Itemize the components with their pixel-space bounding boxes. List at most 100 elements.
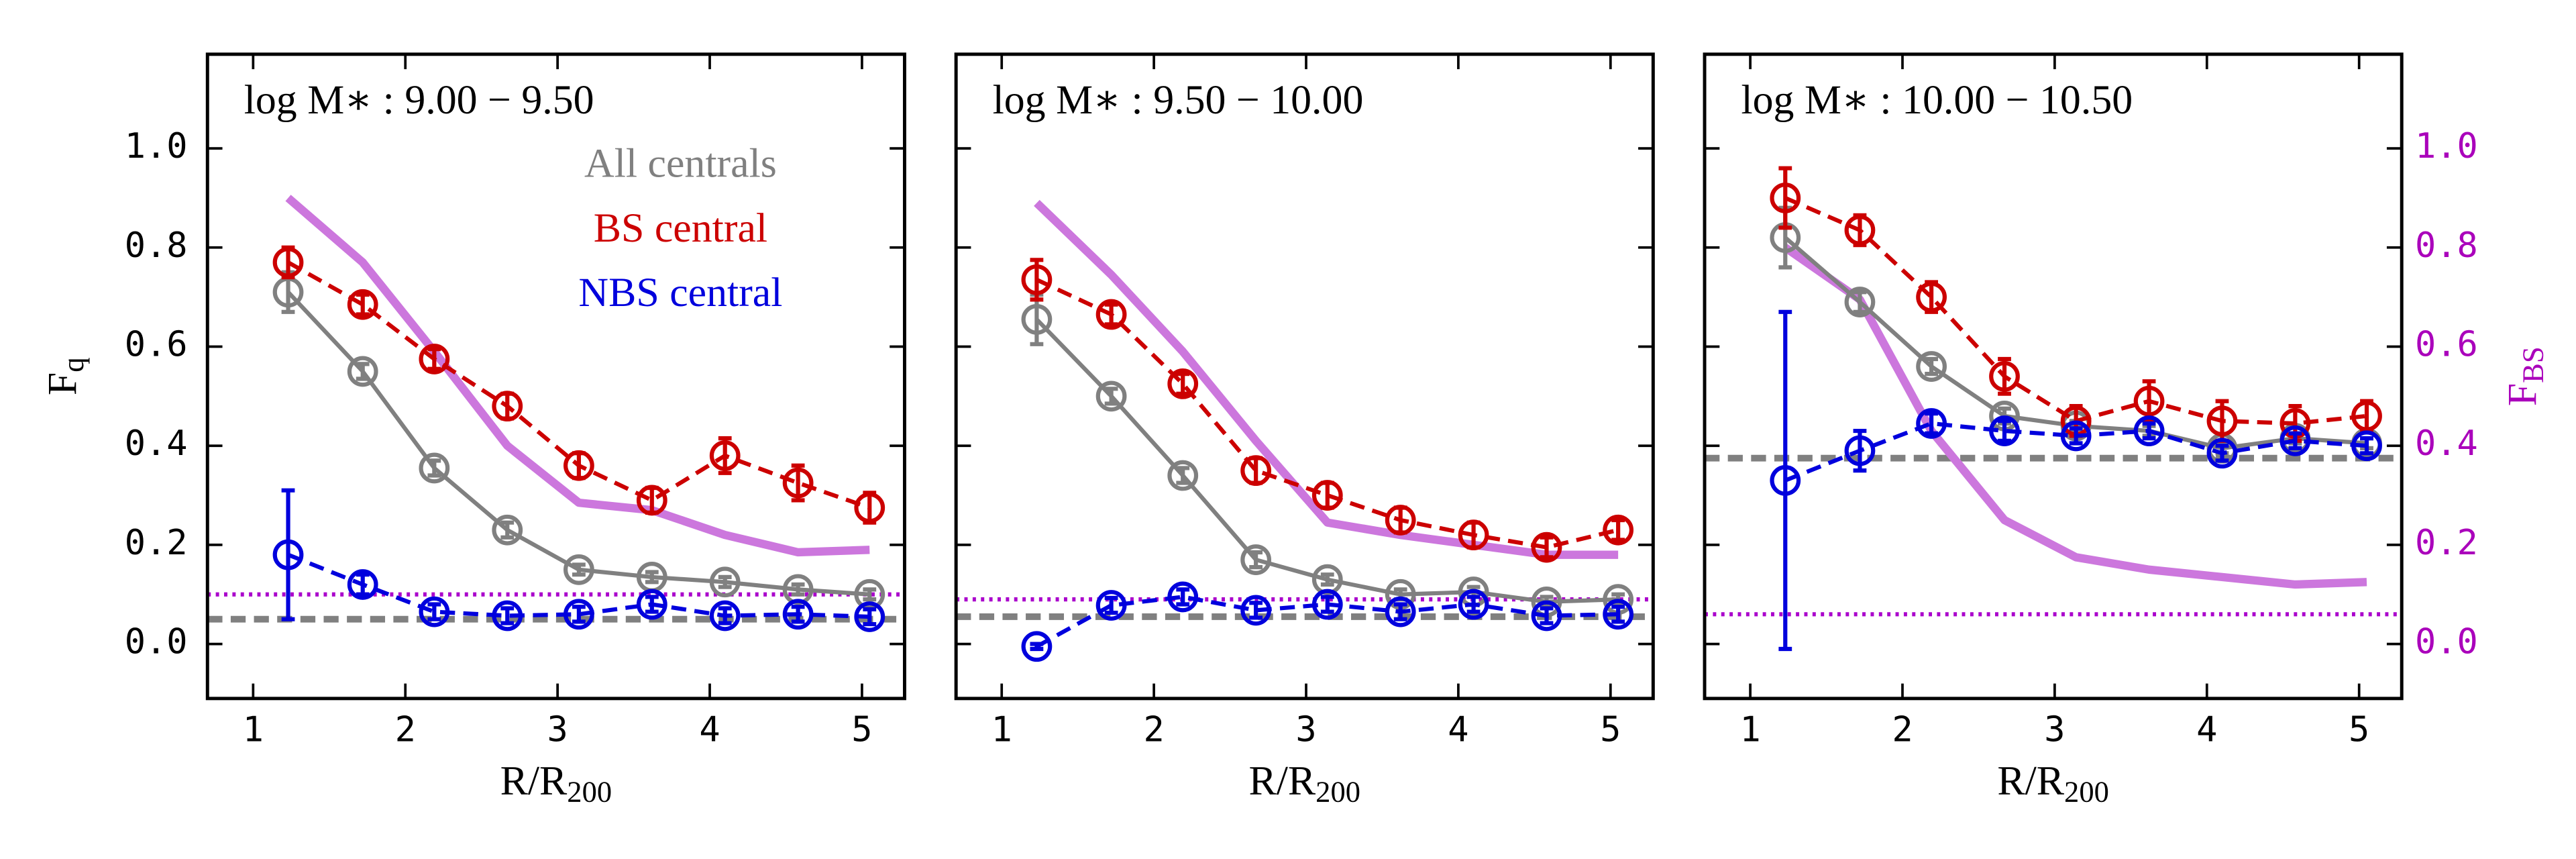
- marker: [1603, 599, 1634, 630]
- marker: [2060, 420, 2092, 452]
- y2-tick-label: 0.6: [2415, 325, 2478, 365]
- marker: [2351, 401, 2382, 432]
- x-axis-label-sub: 200: [1316, 775, 1360, 809]
- marker: [1916, 408, 1947, 439]
- series-line: [1034, 199, 1619, 559]
- marker: [419, 452, 450, 484]
- x-tick-label: 4: [699, 709, 720, 750]
- marker: [1989, 360, 2020, 392]
- marker: [564, 450, 594, 481]
- legend-entry: NBS central: [578, 270, 782, 315]
- y2-tick-label: 0.4: [2415, 423, 2478, 464]
- x-tick-label: 3: [547, 709, 568, 750]
- x-axis-label-sub: 200: [2064, 775, 2109, 809]
- marker: [1095, 381, 1127, 412]
- y-axis-label-sub: q: [56, 357, 90, 372]
- y-tick-label: 0.2: [125, 523, 188, 563]
- marker: [709, 566, 741, 598]
- y2-tick-label: 1.0: [2415, 126, 2478, 166]
- marker: [492, 514, 523, 546]
- marker: [782, 599, 814, 630]
- y2-axis-label: FBS: [2500, 346, 2550, 406]
- series-line: [1035, 317, 1619, 604]
- x-axis-label-sub: 200: [567, 775, 612, 809]
- x-tick-label: 2: [1892, 709, 1913, 750]
- marker: [1095, 299, 1127, 330]
- x-axis-label-main: R/R: [1249, 758, 1316, 804]
- panel-title: log M∗ : 10.00 − 10.50: [1741, 77, 2133, 123]
- marker: [1021, 304, 1053, 335]
- x-tick-label: 1: [1739, 709, 1760, 750]
- series-line: [1784, 196, 2367, 426]
- marker: [636, 589, 667, 620]
- series-line: [1784, 421, 2367, 483]
- marker: [564, 599, 594, 630]
- y2-tick-label: 0.2: [2415, 523, 2478, 563]
- marker: [1458, 589, 1489, 620]
- legend-entry: All centrals: [584, 140, 777, 186]
- marker: [1770, 183, 1801, 213]
- marker: [2133, 385, 2165, 417]
- marker: [1531, 600, 1562, 631]
- series-line: [1036, 278, 1619, 550]
- marker: [636, 485, 667, 516]
- marker: [1167, 368, 1199, 399]
- axes-frame: [1703, 52, 2404, 701]
- x-tick-label: 5: [2349, 709, 2369, 750]
- marker: [854, 601, 885, 632]
- legend-entry: BS central: [594, 205, 767, 251]
- y-tick-label: 0.6: [125, 325, 188, 365]
- marker: [1167, 581, 1199, 613]
- y2-tick-label: 0.8: [2415, 225, 2478, 266]
- marker: [2133, 415, 2165, 446]
- marker: [2279, 425, 2311, 456]
- marker: [1844, 287, 1876, 317]
- marker: [1770, 465, 1801, 496]
- panel-title: log M∗ : 9.50 − 10.00: [993, 77, 1364, 123]
- panel-title: log M∗ : 9.00 − 9.50: [244, 77, 594, 123]
- marker: [1844, 435, 1876, 466]
- axes-frame: [954, 52, 1655, 701]
- marker: [1989, 415, 2020, 446]
- x-axis-label-main: R/R: [1997, 758, 2064, 804]
- marker: [709, 440, 741, 471]
- marker: [1844, 215, 1876, 246]
- x-axis-label: R/R200: [1249, 758, 1360, 809]
- y2-axis-label-main: F: [2500, 383, 2545, 406]
- y2-axis-label-sub: BS: [2516, 346, 2550, 383]
- marker: [1311, 589, 1343, 620]
- plot-area: [207, 195, 905, 632]
- marker: [2206, 438, 2238, 469]
- y-axis-label: Fq: [40, 357, 90, 395]
- marker: [1311, 480, 1343, 511]
- marker: [347, 356, 378, 387]
- marker: [347, 569, 378, 600]
- y-tick-label: 0.8: [125, 225, 188, 266]
- marker: [1021, 631, 1053, 662]
- marker: [1531, 532, 1562, 563]
- marker: [1240, 544, 1272, 575]
- marker: [1167, 460, 1199, 491]
- x-axis-label: R/R200: [500, 758, 612, 809]
- x-tick-label: 1: [991, 709, 1012, 750]
- marker: [492, 391, 523, 422]
- marker: [1385, 505, 1416, 536]
- x-tick-label: 2: [1143, 709, 1164, 750]
- series-line: [1782, 244, 2367, 589]
- series-line: [287, 552, 870, 619]
- x-tick-label: 3: [1295, 709, 1316, 750]
- x-axis-label: R/R200: [1997, 758, 2108, 809]
- x-tick-label: 4: [2196, 709, 2217, 750]
- x-tick-label: 2: [395, 709, 416, 750]
- marker: [347, 289, 378, 320]
- marker: [1603, 514, 1634, 546]
- marker: [419, 596, 450, 627]
- marker: [564, 554, 594, 585]
- marker: [1916, 281, 1947, 313]
- marker: [1916, 351, 1947, 382]
- marker: [1021, 264, 1053, 295]
- x-axis-label-main: R/R: [500, 758, 568, 804]
- plot-area: [956, 199, 1654, 662]
- y-tick-label: 0.4: [125, 423, 188, 464]
